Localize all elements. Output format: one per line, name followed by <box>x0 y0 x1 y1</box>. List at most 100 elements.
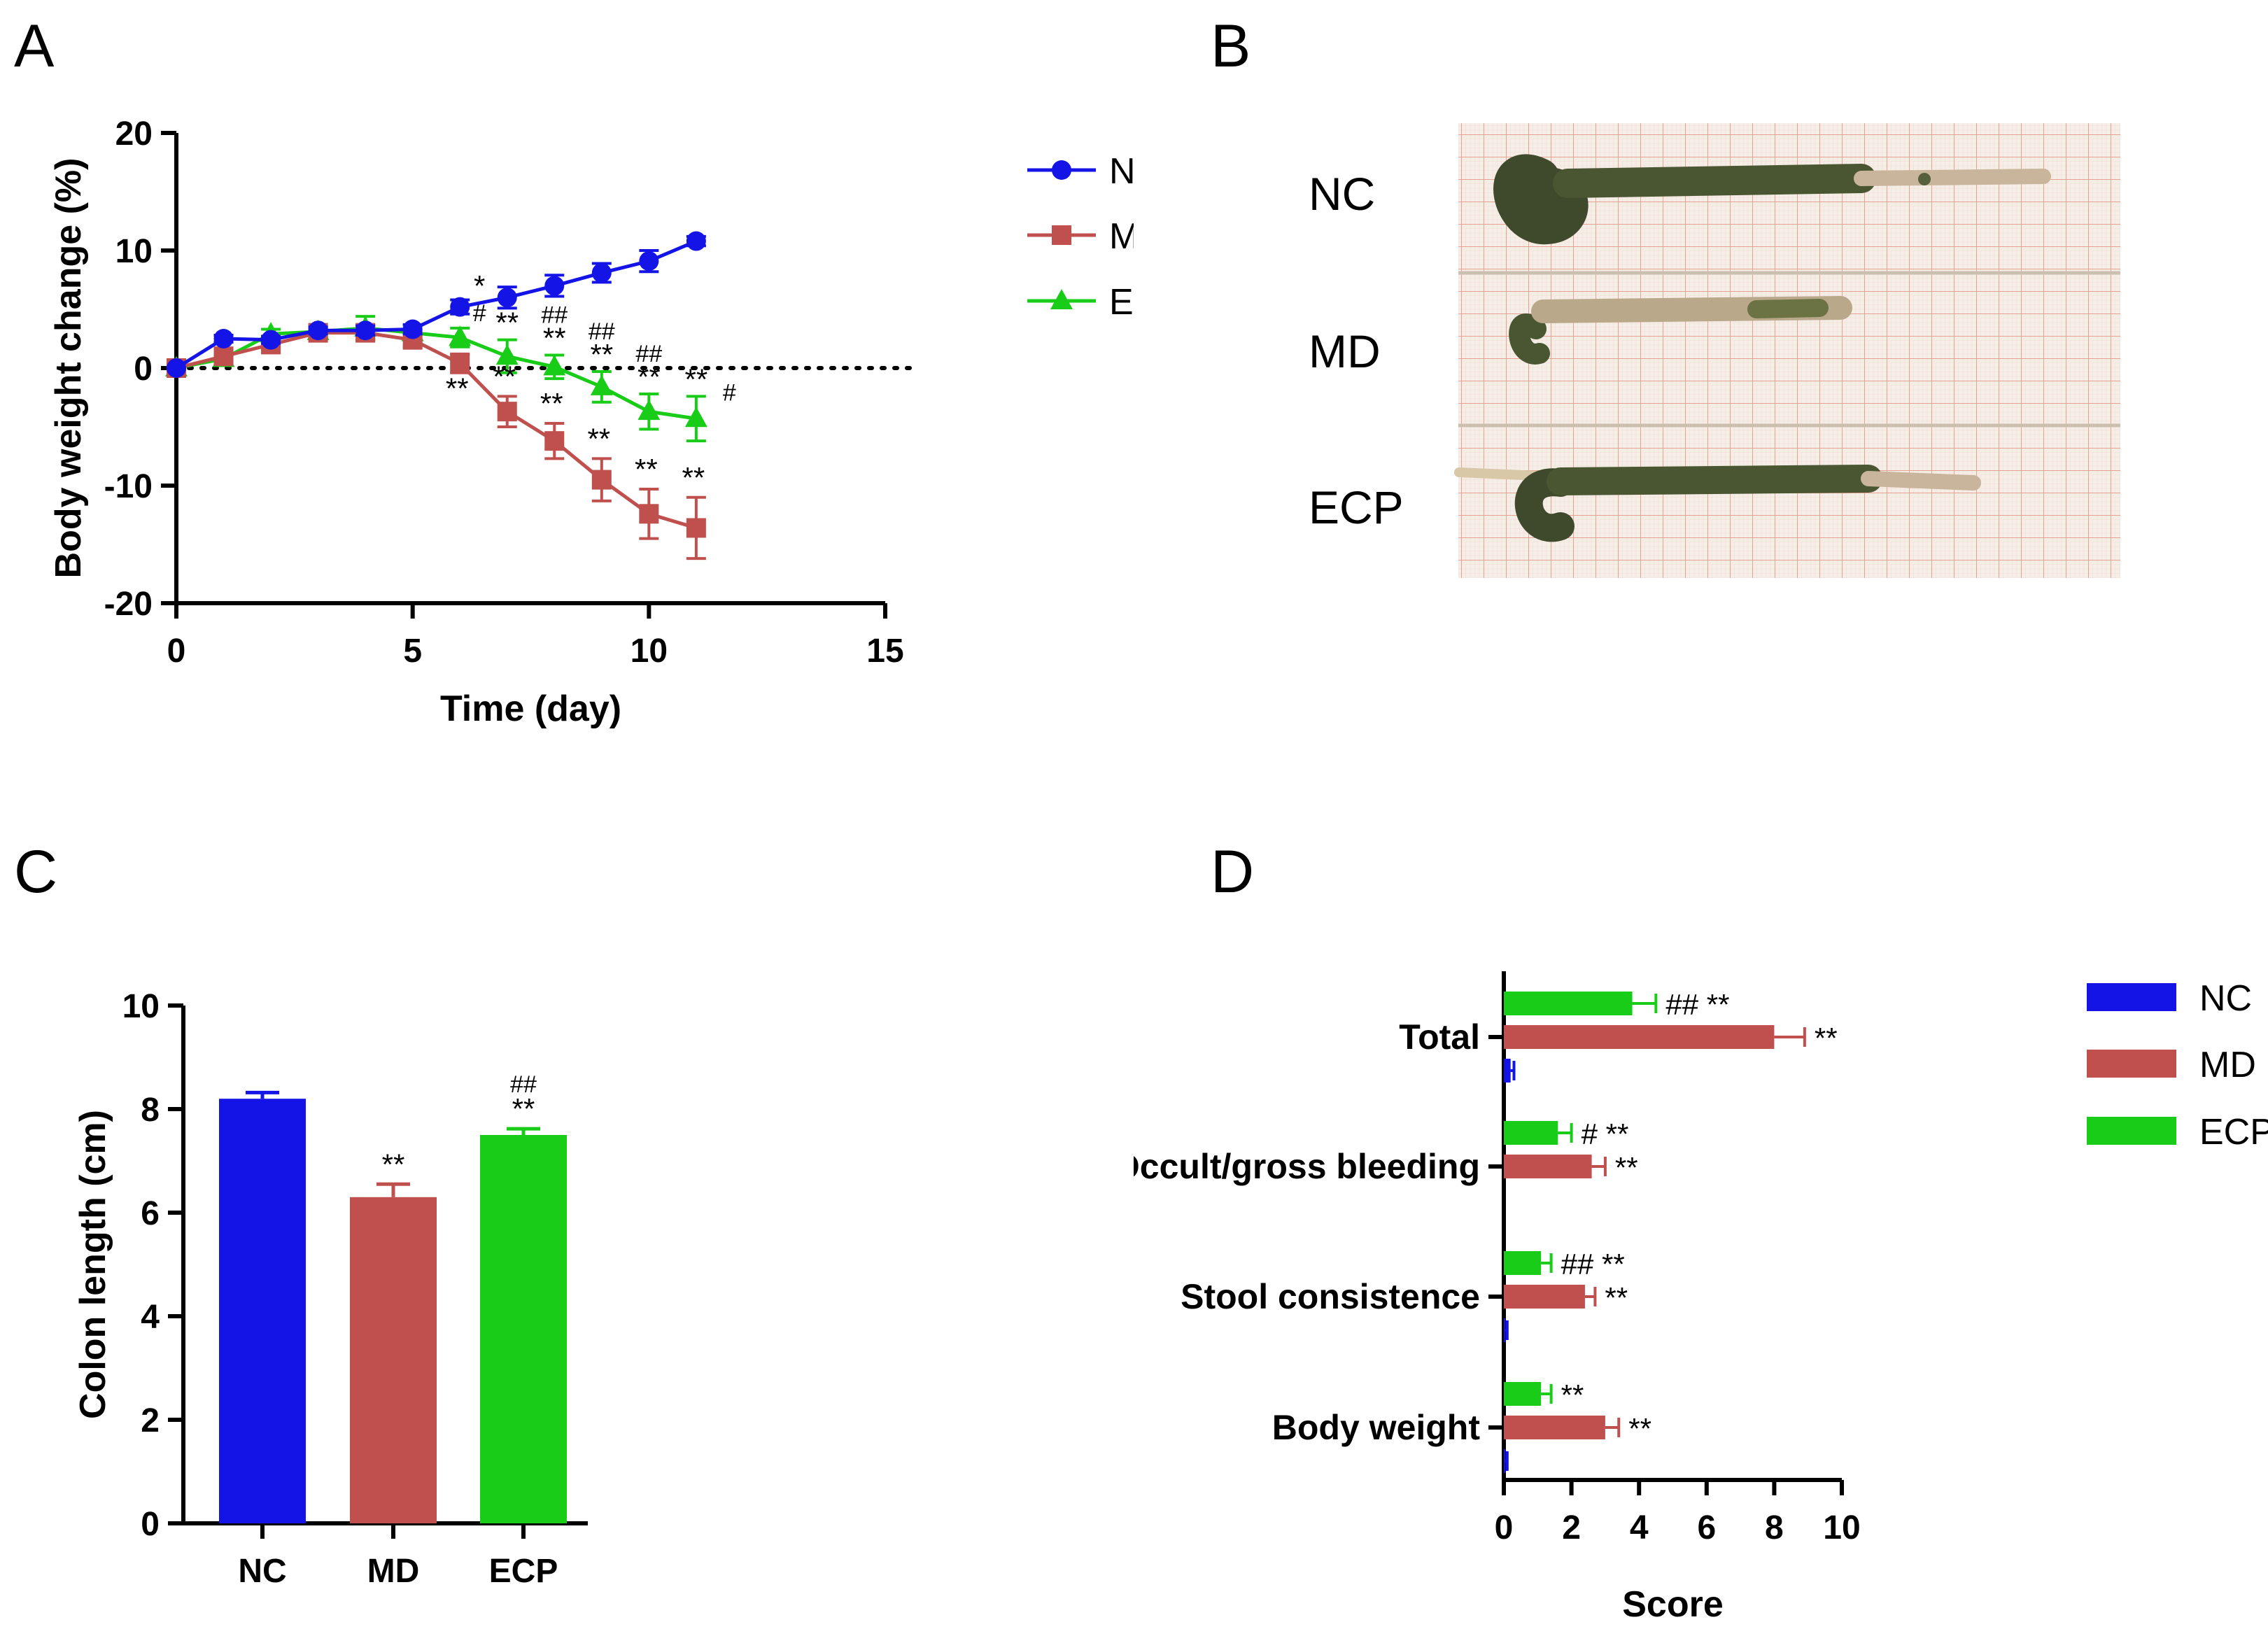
y-tick-label: 10 <box>122 988 160 1025</box>
data-point-ecp <box>495 344 519 365</box>
colon-photo <box>1454 123 2120 578</box>
significance-label: ** <box>493 360 516 393</box>
significance-label: ## <box>589 318 615 345</box>
significance-label: ## <box>635 341 662 367</box>
data-point-md <box>686 518 706 538</box>
panel-label-c: C <box>14 838 57 905</box>
significance-label: ** <box>1815 1022 1838 1055</box>
significance-label: ** <box>1628 1412 1651 1445</box>
y-tick-label: 0 <box>134 351 153 388</box>
significance-label: ** <box>543 322 566 355</box>
significance-label: ## <box>541 302 568 329</box>
panel-label-b: B <box>1211 13 1251 80</box>
significance-label: ** <box>446 372 469 404</box>
data-point-ecp <box>543 355 566 376</box>
x-tick-label: 0 <box>1495 1509 1514 1546</box>
data-point-nc <box>167 358 186 378</box>
y-axis-title: Colon length (cm) <box>73 1110 113 1419</box>
x-axis-title: Score <box>1622 1584 1724 1625</box>
panel-label-a: A <box>14 13 55 80</box>
series-md <box>167 323 706 560</box>
legend-label-ecp: ECP <box>2199 1112 2268 1152</box>
legend: NC MD ECP <box>2087 978 2268 1152</box>
data-point-nc <box>213 329 234 348</box>
y-tick-label: 6 <box>141 1195 160 1232</box>
data-point-md <box>213 346 234 367</box>
bar-md <box>350 1197 437 1523</box>
bar-md <box>1504 1155 1592 1178</box>
x-tick-label: 6 <box>1697 1509 1716 1546</box>
legend-swatch-ecp <box>2087 1117 2176 1145</box>
data-point-ecp <box>590 374 613 395</box>
series-line-md <box>176 331 697 530</box>
colon-md <box>1509 296 1852 365</box>
bar-ecp <box>480 1135 567 1523</box>
y-tick-label: 4 <box>141 1299 160 1336</box>
y-tick-label: 20 <box>115 115 153 153</box>
data-point-nc <box>450 297 470 317</box>
y-tick-label: 8 <box>141 1092 160 1129</box>
bar-nc <box>1504 1059 1511 1083</box>
panel-b-photo: B NC <box>1211 13 2120 578</box>
x-tick-label: 8 <box>1765 1509 1784 1546</box>
data-point-md <box>497 402 517 422</box>
photo-label-ecp: ECP <box>1309 481 1404 533</box>
significance-label: ** <box>685 362 708 395</box>
category-label: Occult/gross bleeding <box>1134 1147 1480 1186</box>
significance-label: ** <box>1605 1281 1628 1314</box>
significance-label: # <box>473 300 486 327</box>
legend-label-ecp: ECP <box>1109 282 1134 323</box>
category-label: Total <box>1399 1017 1480 1057</box>
legend-label-nc: NC <box>1109 151 1134 192</box>
series-ecp <box>165 315 707 443</box>
bar-nc <box>219 1099 306 1523</box>
data-point-nc <box>355 320 376 341</box>
y-tick-label: 2 <box>141 1402 160 1439</box>
bar-ecp <box>1504 1382 1542 1406</box>
legend-label-md: MD <box>1109 216 1134 257</box>
x-tick-label-md: MD <box>367 1553 420 1590</box>
category-label: Stool consistence <box>1181 1277 1480 1316</box>
significance-label: ** <box>1615 1151 1638 1184</box>
data-point-nc <box>686 231 706 251</box>
series-nc <box>167 231 706 378</box>
significance-label: * <box>474 269 485 302</box>
category-label: Body weight <box>1272 1408 1481 1447</box>
significance-label: ** <box>590 338 613 371</box>
bar-ecp <box>1504 1251 1542 1275</box>
significance-label: ## <box>510 1071 537 1098</box>
data-point-md <box>450 353 470 374</box>
x-tick-label: 10 <box>631 633 668 670</box>
legend: NC MD ECP <box>1027 151 1134 323</box>
photo-label-nc: NC <box>1309 168 1375 220</box>
colon-ecp <box>1454 465 1981 542</box>
x-tick-label: 15 <box>866 633 903 670</box>
data-point-ecp <box>638 400 661 421</box>
x-tick-label: 4 <box>1630 1509 1649 1546</box>
data-point-nc <box>308 320 328 341</box>
significance-label: ** <box>540 387 563 420</box>
data-point-nc <box>544 276 565 296</box>
data-point-nc <box>591 262 612 283</box>
x-tick-label: 5 <box>403 633 422 670</box>
legend-swatch-nc <box>2087 983 2176 1011</box>
x-tick-label-ecp: ECP <box>489 1553 558 1590</box>
y-tick-label: 0 <box>141 1506 160 1543</box>
y-tick-label: -20 <box>104 586 153 623</box>
panel-a-chart: A -20 -10 0 10 20 0 5 10 15 Time (day) Body weight… <box>14 13 1134 729</box>
y-axis-title: Body weight change (%) <box>48 158 89 579</box>
significance-label: ## ** <box>1665 988 1729 1021</box>
bar-ecp <box>1504 1121 1558 1145</box>
data-point-nc <box>402 319 423 339</box>
y-tick-label: 10 <box>115 233 153 270</box>
data-point-md <box>591 470 612 490</box>
data-point-nc <box>497 288 517 308</box>
legend-label-nc: NC <box>2199 978 2252 1019</box>
bar-nc <box>1504 1318 1506 1342</box>
significance-label: ** <box>495 306 519 339</box>
significance-label: ** <box>682 461 705 494</box>
significance-label: ** <box>587 422 610 455</box>
data-point-ecp <box>684 407 707 428</box>
